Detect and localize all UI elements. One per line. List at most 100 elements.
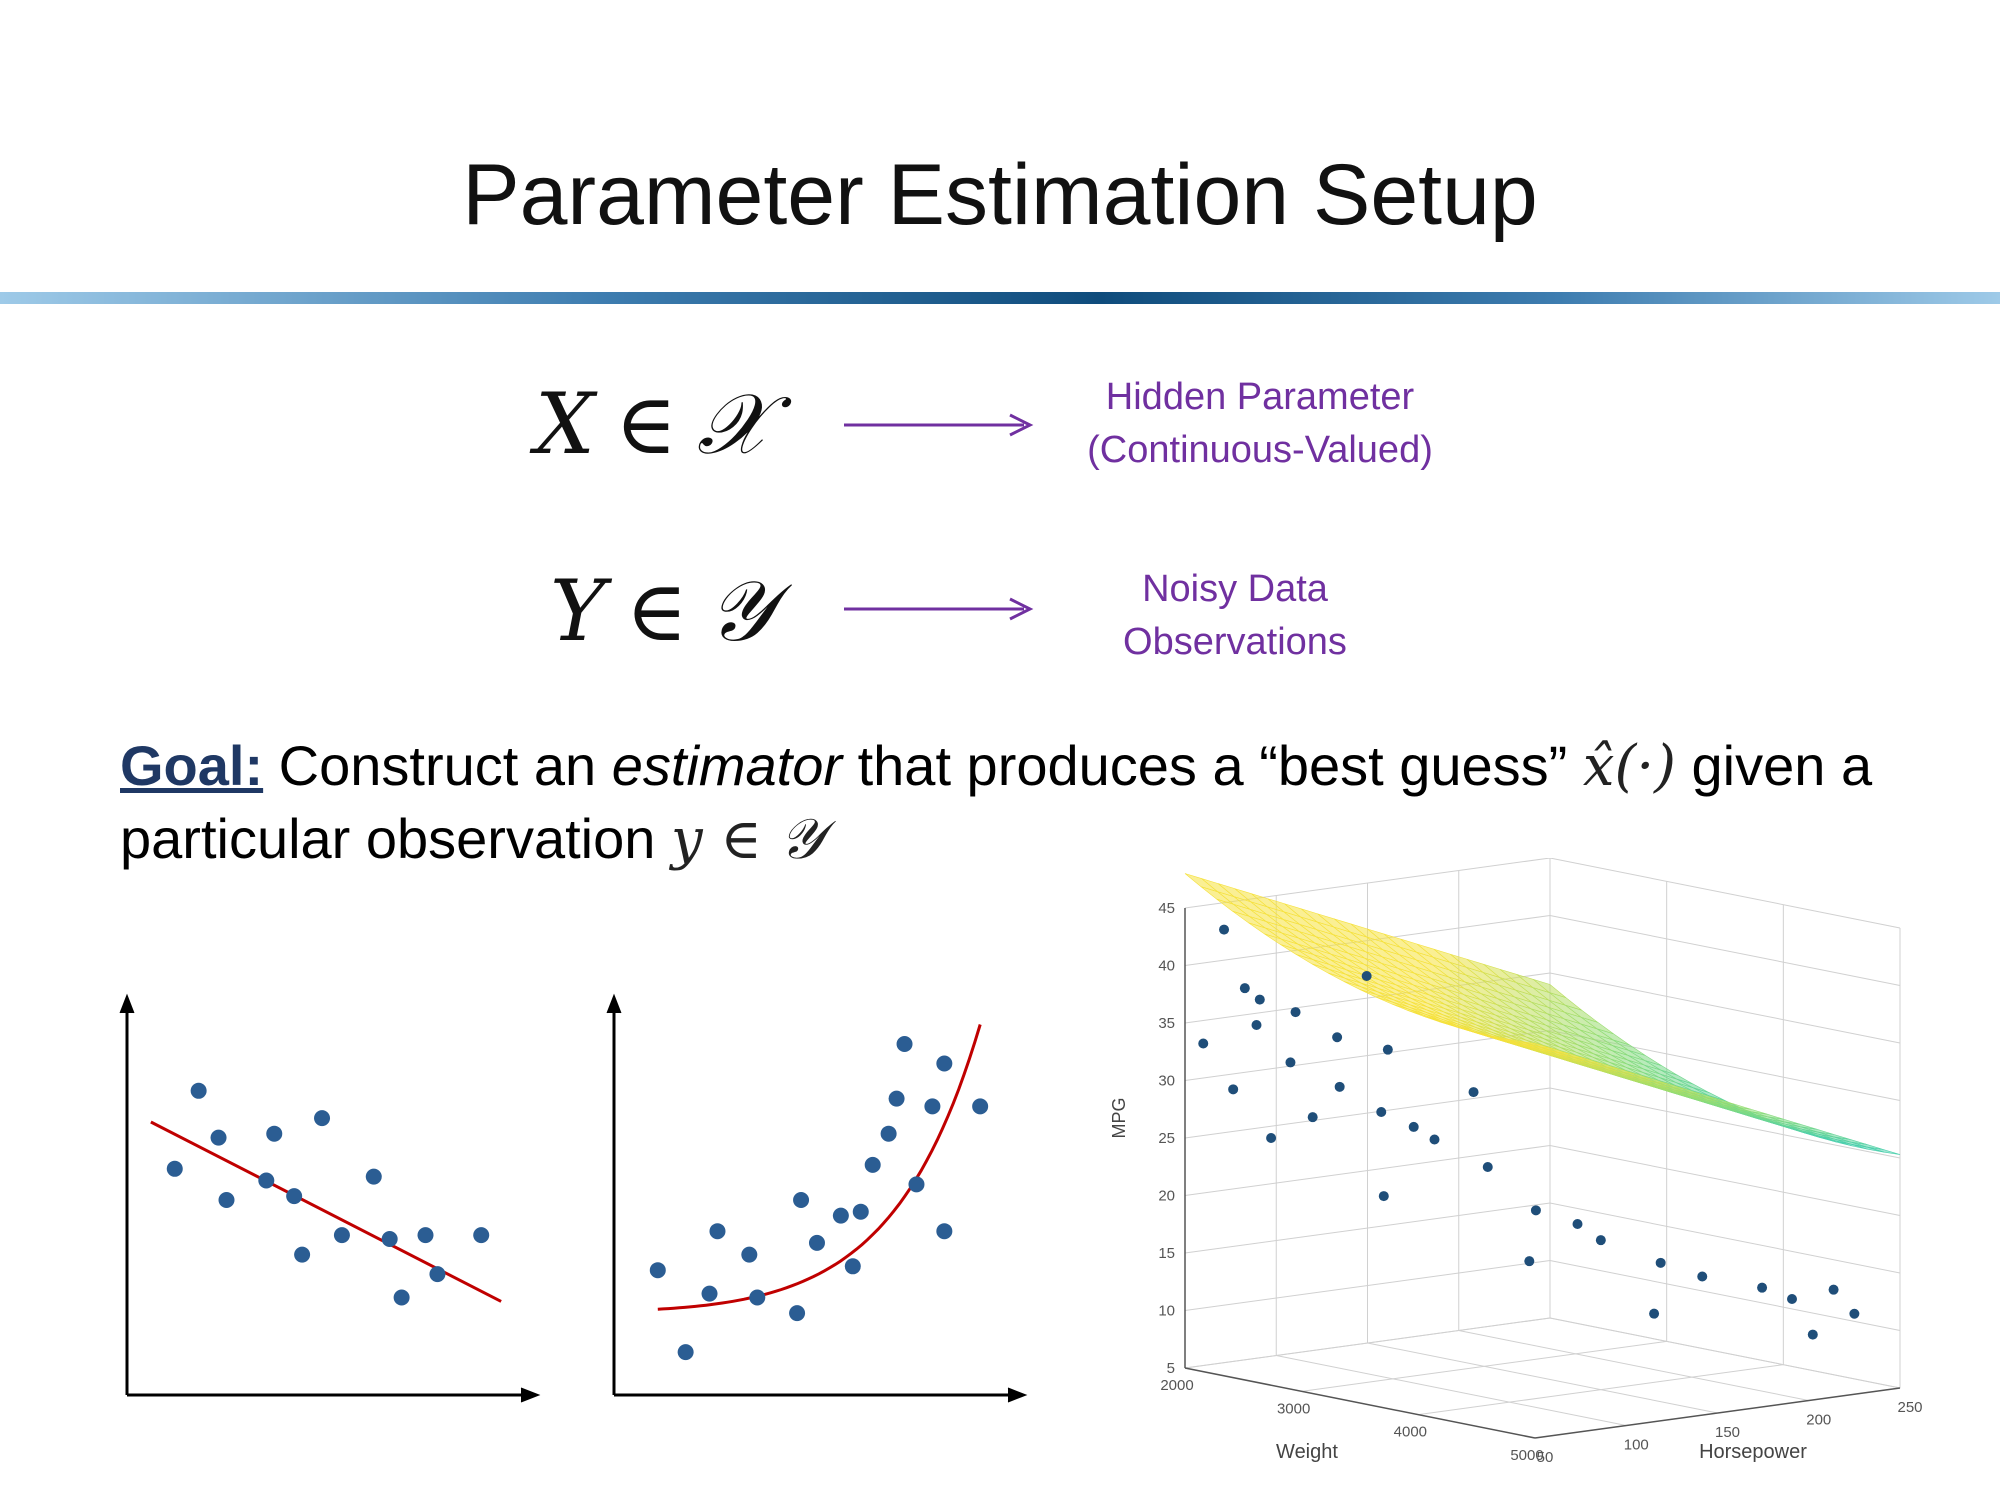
y-tick-label: 50 — [1537, 1449, 1554, 1466]
goal-keyword: Goal: — [120, 734, 264, 797]
z-tick-label: 20 — [1158, 1188, 1175, 1205]
data-point — [393, 1289, 410, 1306]
data-point — [936, 1055, 953, 1072]
grid-line — [1367, 1342, 1718, 1414]
data-point — [709, 1223, 726, 1240]
z-tick-label: 35 — [1158, 1015, 1175, 1032]
grid-line — [1184, 1144, 1901, 1216]
data-point — [1757, 1282, 1768, 1293]
data-point — [1239, 983, 1250, 994]
observation-set: 𝒴 — [707, 562, 774, 660]
surface-patch — [1867, 1146, 1901, 1155]
hidden-parameter-expression: X ∈ 𝒳 — [535, 375, 769, 474]
data-point — [793, 1192, 810, 1208]
data-point — [1572, 1219, 1583, 1229]
data-point — [749, 1289, 766, 1306]
goal-statement: Goal: Construct an estimator that produc… — [120, 730, 1880, 876]
data-point — [789, 1305, 806, 1322]
z-tick-label: 40 — [1158, 958, 1175, 975]
grid-line — [1418, 1364, 1784, 1416]
z-tick-label: 15 — [1158, 1245, 1175, 1262]
data-point — [1198, 1038, 1209, 1049]
data-point — [1219, 924, 1230, 935]
title-underline-bar — [0, 292, 2000, 304]
element-of-symbol: ∈ — [625, 562, 688, 660]
z-tick-label: 5 — [1167, 1360, 1175, 1377]
nonlinear-regression-chart — [606, 993, 1028, 1403]
data-point — [166, 1160, 183, 1177]
data-point — [365, 1168, 382, 1185]
data-point — [844, 1258, 861, 1275]
fit-line — [150, 1120, 502, 1303]
data-point — [258, 1172, 275, 1189]
x-tick-label: 4000 — [1394, 1424, 1427, 1441]
x-axis-label: Weight — [1276, 1441, 1338, 1463]
data-point — [852, 1203, 869, 1220]
data-point — [417, 1227, 434, 1244]
data-point — [381, 1231, 398, 1247]
slide-title: Parameter Estimation Setup — [462, 147, 1538, 243]
data-point — [908, 1176, 925, 1193]
grid-line — [1276, 1355, 1627, 1426]
data-point — [832, 1207, 849, 1224]
goal-text-1: Construct an — [263, 734, 612, 797]
goal-emphasis: estimator — [611, 734, 843, 797]
data-point — [210, 1129, 227, 1146]
data-point — [1697, 1271, 1708, 1282]
observation-label: Noisy Data Observations — [1025, 563, 1445, 669]
y-tick-label: 150 — [1715, 1424, 1740, 1441]
data-point — [1482, 1162, 1493, 1172]
data-point — [286, 1188, 303, 1205]
data-point — [1468, 1087, 1479, 1098]
y-tick-label: 100 — [1624, 1437, 1649, 1454]
x-tick-label: 2000 — [1160, 1377, 1193, 1394]
data-point — [677, 1344, 694, 1361]
data-point — [896, 1036, 913, 1052]
data-point — [1251, 1020, 1262, 1030]
data-point — [1266, 1133, 1277, 1143]
observation-variable: Y — [550, 562, 606, 660]
data-point — [1787, 1294, 1797, 1304]
chart-axes — [119, 993, 541, 1403]
z-axis-label: MPG — [1109, 1097, 1129, 1138]
element-of-symbol: ∈ — [614, 375, 677, 473]
z-tick-label: 45 — [1158, 900, 1175, 917]
data-point — [1524, 1256, 1535, 1267]
grid-line — [1301, 1340, 1667, 1392]
y-axis-line — [1534, 1387, 1901, 1439]
data-point — [649, 1262, 666, 1279]
observation-arrow — [844, 597, 1034, 621]
linear-regression-chart — [119, 993, 541, 1403]
data-point — [1649, 1308, 1660, 1319]
goal-text-3: given a particular observation — [120, 734, 1873, 870]
chart-axes — [606, 993, 1028, 1403]
data-point — [1530, 1205, 1541, 1216]
hidden-parameter-label-line2: (Continuous-Valued) — [1087, 429, 1433, 471]
data-point — [1334, 1081, 1345, 1092]
grid-line — [1184, 1317, 1551, 1369]
estimator-symbol: x̂(·) — [1582, 734, 1676, 799]
data-point — [864, 1156, 881, 1173]
data-point — [294, 1246, 311, 1263]
data-point — [924, 1098, 941, 1115]
data-point — [936, 1223, 953, 1240]
goal-text-2: that produces a “best guess” — [842, 734, 1583, 797]
data-point — [1408, 1121, 1419, 1132]
observation-expression: Y ∈ 𝒴 — [550, 562, 774, 661]
x-tick-label: 3000 — [1277, 1400, 1310, 1417]
data-point — [888, 1090, 905, 1107]
data-point — [701, 1285, 718, 1302]
data-point — [333, 1227, 350, 1244]
data-points — [1198, 924, 1860, 1340]
fit-curve — [657, 1024, 982, 1311]
grid-line — [1458, 1330, 1809, 1401]
data-point — [314, 1110, 331, 1127]
grid-line — [1184, 1202, 1901, 1274]
hidden-parameter-set: 𝒳 — [697, 375, 770, 473]
z-tick-label: 25 — [1158, 1130, 1175, 1147]
data-point — [429, 1266, 446, 1283]
y-tick-label: 250 — [1897, 1399, 1922, 1416]
x-tick-label: 5000 — [1510, 1447, 1543, 1464]
